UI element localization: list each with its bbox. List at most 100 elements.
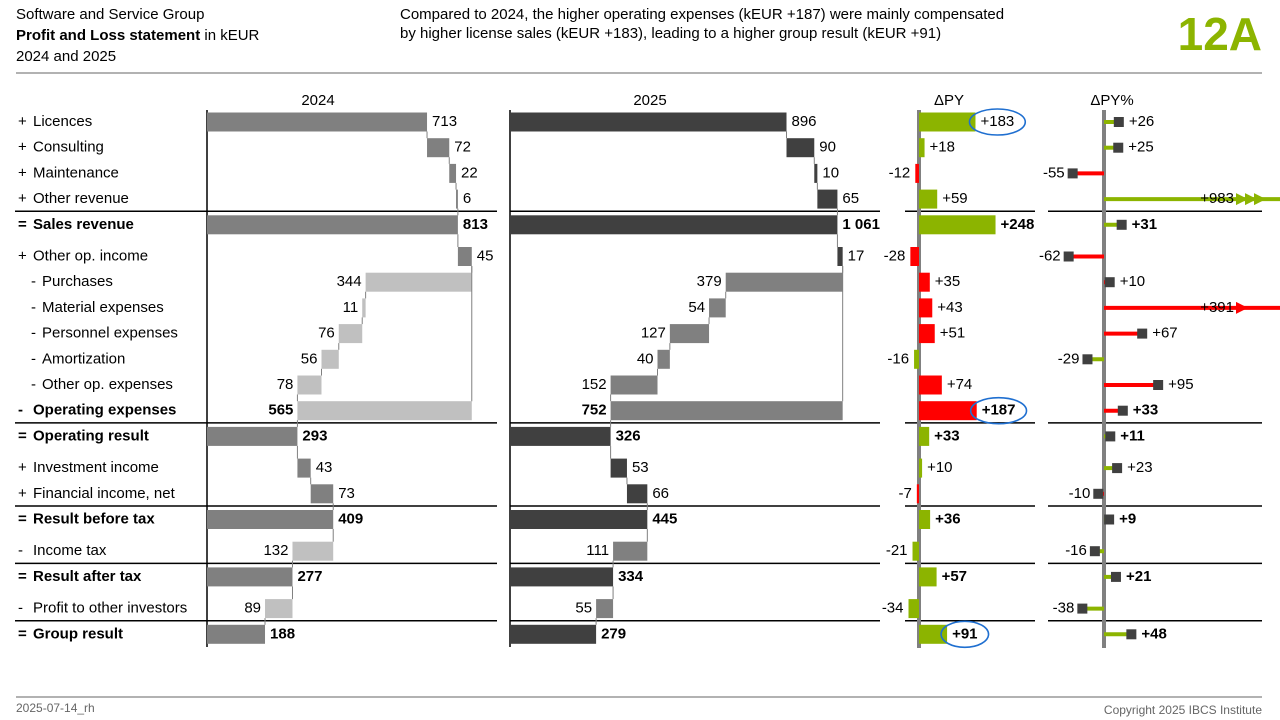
- overflow-arrow: [1236, 193, 1248, 206]
- delta-pct-label: -38: [1053, 600, 1075, 617]
- bar: [709, 298, 726, 318]
- delta-bar: [919, 510, 931, 529]
- row-label: Personnel expenses: [42, 325, 178, 342]
- row-label: Licences: [33, 113, 92, 130]
- row-label: Investment income: [33, 459, 159, 476]
- bar: [510, 510, 648, 529]
- delta-pct-label: +10: [1120, 273, 1145, 290]
- delta-pct-label: +9: [1119, 510, 1136, 527]
- row-label: Amortization: [42, 350, 125, 367]
- row-sign: -: [31, 376, 36, 393]
- delta-pct-marker: [1063, 251, 1074, 262]
- row-label: Consulting: [33, 139, 104, 156]
- delta-bar: [919, 624, 948, 644]
- delta-pct-label: -29: [1058, 350, 1080, 367]
- delta-label: -21: [886, 542, 908, 559]
- value-label: 78: [277, 376, 294, 393]
- value-label: 22: [461, 164, 478, 181]
- value-label: 43: [316, 459, 333, 476]
- row-label: Result after tax: [33, 568, 142, 585]
- row-label: Group result: [33, 625, 123, 642]
- page-id: 12A: [1178, 8, 1262, 60]
- delta-pct-label: -55: [1043, 164, 1065, 181]
- row-sign: -: [18, 542, 23, 559]
- row-label: Other op. expenses: [42, 376, 173, 393]
- delta-pct-label: +31: [1132, 216, 1157, 233]
- delta-label: +248: [1001, 216, 1035, 233]
- delta-pct-marker: [1126, 629, 1137, 640]
- row-sign: +: [18, 190, 27, 207]
- delta-bar: [919, 426, 930, 446]
- bar: [365, 272, 472, 292]
- row-sign: +: [18, 164, 27, 181]
- value-label: 76: [318, 325, 335, 342]
- delta-pct-label: +21: [1126, 568, 1151, 585]
- delta-pct-marker: [1104, 277, 1115, 288]
- bar: [725, 272, 843, 292]
- value-label: 277: [297, 568, 322, 585]
- overflow-arrow: [1236, 301, 1248, 314]
- delta-pct-marker: [1077, 603, 1088, 614]
- delta-label: -16: [887, 350, 909, 367]
- delta-pct-label: +48: [1141, 625, 1166, 642]
- bar: [310, 484, 334, 504]
- value-label: 111: [586, 542, 609, 559]
- value-label: 445: [652, 510, 677, 527]
- delta-pct-marker: [1067, 168, 1078, 179]
- delta-pct-label: +67: [1152, 325, 1177, 342]
- row-sign: +: [18, 139, 27, 156]
- delta-bar: [916, 484, 919, 504]
- row-sign: +: [18, 459, 27, 476]
- delta-pct-label: +25: [1128, 139, 1153, 156]
- bar: [610, 401, 843, 421]
- message-line: by higher license sales (kEUR +183), lea…: [400, 25, 941, 42]
- value-label: 55: [575, 600, 592, 617]
- period: 2024 and 2025: [16, 48, 116, 65]
- column-header: 2024: [301, 92, 334, 109]
- delta-label: +183: [980, 113, 1014, 130]
- delta-pct-marker: [1110, 571, 1121, 582]
- bar: [510, 624, 597, 644]
- value-label: 896: [792, 113, 817, 130]
- bar: [297, 401, 472, 421]
- delta-pct-label: +23: [1127, 459, 1152, 476]
- row-sign: -: [18, 600, 23, 617]
- delta-bar: [914, 349, 919, 369]
- delta-bar: [919, 215, 996, 235]
- row-label: Profit to other investors: [33, 600, 187, 617]
- bar: [613, 541, 648, 561]
- value-label: 565: [268, 402, 293, 419]
- delta-bar: [908, 599, 919, 619]
- delta-pct-label: -10: [1069, 485, 1091, 502]
- delta-bar: [919, 324, 935, 344]
- delta-pct-marker: [1104, 514, 1115, 525]
- bar: [817, 189, 838, 209]
- delta-label: +51: [940, 325, 965, 342]
- delta-pct-marker: [1153, 380, 1164, 390]
- value-label: 53: [632, 459, 649, 476]
- delta-label: -28: [884, 247, 906, 264]
- value-label: 45: [477, 247, 494, 264]
- row-sign: -: [18, 402, 23, 419]
- delta-pct-marker: [1082, 354, 1093, 365]
- row-sign: -: [31, 299, 36, 316]
- bar: [265, 599, 293, 619]
- bar: [610, 458, 627, 478]
- delta-label: +33: [934, 427, 959, 444]
- delta-pct-marker: [1116, 219, 1127, 230]
- title: Profit and Loss statement: [16, 27, 200, 44]
- company: Software and Service Group: [16, 6, 204, 23]
- delta-pct-area: [1068, 120, 1280, 637]
- value-label: 89: [244, 600, 261, 617]
- value-label: 40: [637, 350, 654, 367]
- bar: [297, 375, 322, 395]
- delta-bar: [912, 541, 919, 561]
- row-sign: -: [31, 273, 36, 290]
- bar: [786, 138, 815, 158]
- report-title: Profit and Loss statement in kEUR: [16, 27, 260, 44]
- delta-pct-label: +391: [1200, 299, 1234, 316]
- bar: [596, 599, 614, 619]
- bar: [207, 215, 458, 235]
- bar: [510, 112, 787, 132]
- row-sign: +: [18, 485, 27, 502]
